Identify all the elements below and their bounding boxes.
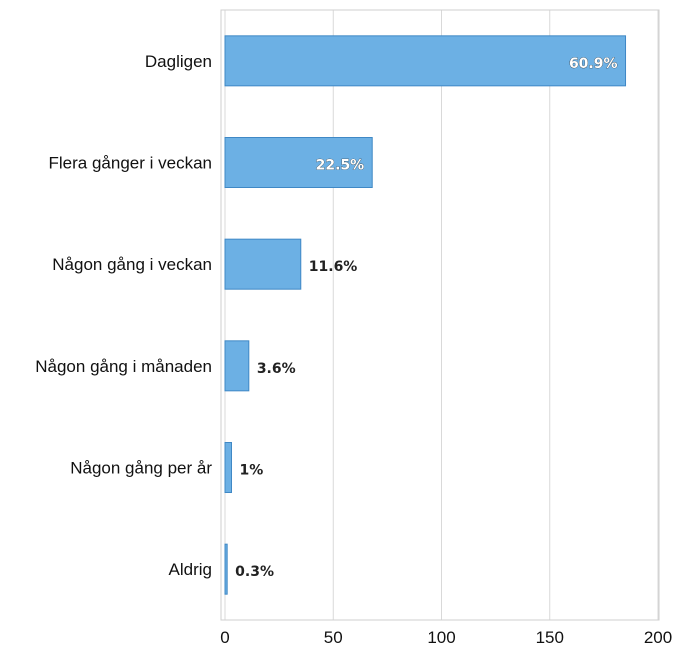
data-labels: 60.9% 22.5% 11.6% 3.6% 1% 0.3% — [235, 56, 618, 581]
bar — [224, 238, 302, 290]
x-axis-tick-labels: 0 50 100 150 200 — [220, 628, 672, 647]
x-tick-label: 50 — [324, 628, 343, 647]
bar — [224, 137, 373, 188]
x-tick-label: 100 — [427, 628, 455, 647]
data-label: 22.5% — [316, 158, 365, 174]
category-label: Aldrig — [169, 560, 212, 579]
x-tick-label: 0 — [220, 628, 229, 647]
category-labels: Dagligen Flera gånger i veckan Någon gång … — [35, 52, 212, 579]
category-label: Flera gånger i veckan — [49, 154, 212, 173]
bar — [224, 340, 250, 392]
category-label: Dagligen — [145, 52, 212, 71]
bar — [224, 442, 232, 493]
bars-group — [224, 35, 627, 595]
data-label: 3.6% — [257, 361, 296, 377]
x-tick-label: 200 — [644, 628, 672, 647]
bar — [224, 35, 627, 87]
category-label: Någon gång per år — [70, 459, 212, 478]
plot-frame — [220, 9, 660, 621]
x-tick-label: 150 — [536, 628, 564, 647]
data-label: 0.3% — [235, 564, 274, 580]
category-label: Någon gång i veckan — [52, 255, 212, 274]
bar — [224, 543, 228, 595]
grid-lines — [224, 10, 659, 620]
category-label: Någon gång i månaden — [35, 357, 212, 376]
data-label: 1% — [239, 463, 263, 479]
data-label: 11.6% — [309, 259, 358, 275]
data-label: 60.9% — [569, 56, 618, 72]
